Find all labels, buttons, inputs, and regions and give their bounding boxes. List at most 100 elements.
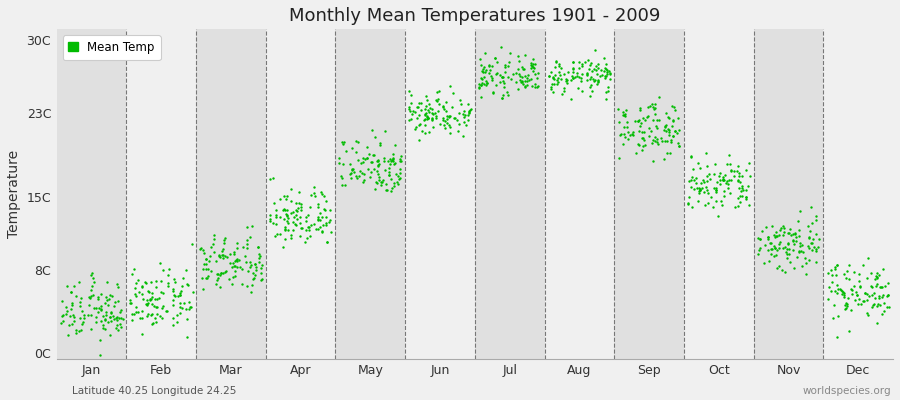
Point [591,78,606,84]
Point [240,237,255,243]
Point [230,257,244,264]
Point [168,278,183,285]
Point [104,293,119,299]
Point [432,88,446,94]
Point [129,279,143,286]
Point [527,61,542,68]
Point [525,62,539,69]
Point [123,297,138,303]
Point [128,291,142,298]
Point [753,236,768,243]
Point [266,200,281,207]
Point [383,156,398,162]
Point [834,288,849,294]
Point [837,302,851,308]
Point [68,327,83,334]
Point [144,312,158,318]
Point [865,304,879,310]
Point [311,214,326,220]
Point [665,103,680,110]
Point [252,250,266,257]
Point [82,294,96,301]
Point [506,70,520,77]
Point [860,275,874,281]
Point [514,79,528,86]
Point [566,59,580,65]
Point [110,281,124,288]
Point [377,158,392,164]
Point [161,280,176,286]
Point [473,75,488,81]
Point [563,96,578,103]
Point [880,291,895,298]
Point [716,176,730,182]
Point [645,117,660,123]
Point [644,140,659,147]
Point [808,246,823,252]
Point [418,116,432,122]
Point [436,103,451,110]
Point [371,163,385,169]
Point [338,182,353,189]
Point [593,73,608,79]
Point [711,213,725,220]
Point [672,143,687,149]
Point [764,251,778,258]
Point [280,213,294,219]
Point [796,242,810,248]
Point [156,290,170,296]
Point [510,86,525,92]
Point [140,302,154,308]
Point [474,79,489,86]
Point [134,308,148,314]
Point [542,72,556,79]
Point [644,128,659,134]
Point [64,288,78,295]
Point [209,258,223,264]
Point [386,158,400,164]
Point [716,174,730,180]
Point [616,112,631,118]
Point [344,170,358,176]
Point [80,312,94,318]
Point [572,84,586,91]
Point [659,122,673,128]
Point [666,117,680,123]
Point [857,298,871,304]
Point [178,306,193,312]
Point [153,313,167,319]
Point [867,300,881,307]
Point [291,205,305,211]
Point [653,134,668,141]
Point [495,95,509,102]
Point [402,105,417,112]
Point [436,115,450,122]
Point [692,187,706,194]
Point [559,76,573,82]
Point [145,290,159,296]
Point [843,286,858,292]
Point [662,132,677,138]
Point [595,72,609,78]
Point [875,294,889,300]
Point [825,272,840,279]
Point [175,282,189,289]
Point [364,126,379,133]
Point [752,245,767,252]
Point [780,230,795,236]
Point [279,218,293,224]
Point [501,62,516,69]
Point [557,88,572,94]
Point [247,270,261,276]
Point [478,69,492,75]
Point [667,104,681,110]
Point [686,166,700,172]
Point [721,184,735,191]
Point [802,234,816,241]
Point [839,275,853,282]
Point [171,292,185,299]
Point [548,72,562,78]
Point [668,128,682,134]
Point [774,225,788,231]
Bar [126,29,196,358]
